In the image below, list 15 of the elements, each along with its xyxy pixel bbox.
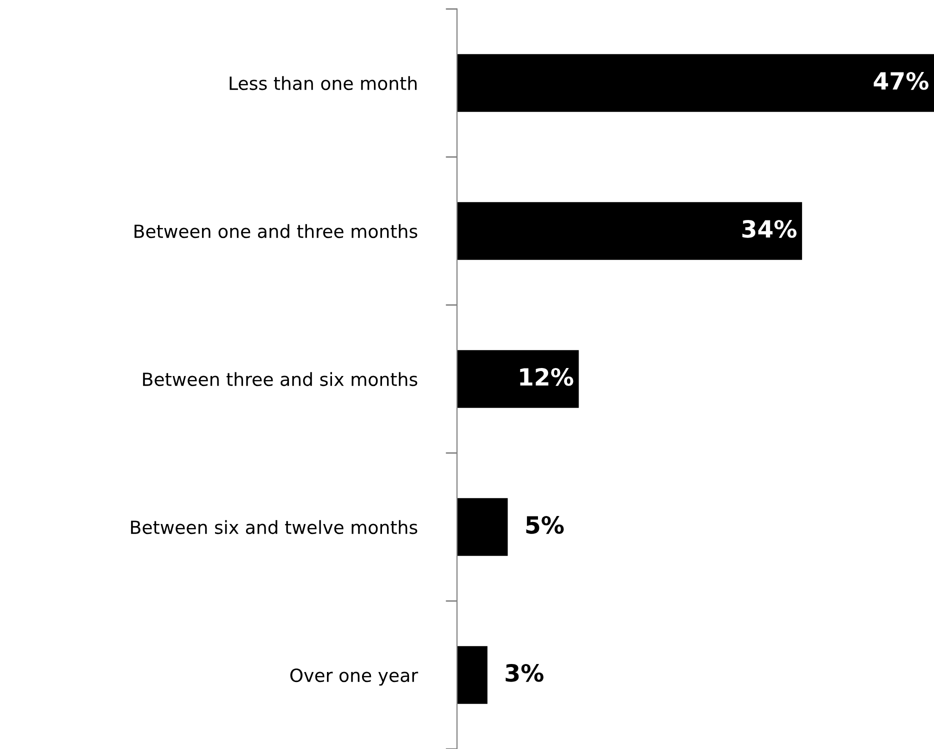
y-tick-label: Between six and twelve months — [131, 520, 418, 534]
y-tick-label: Less than one month — [230, 76, 417, 90]
bar — [457, 646, 488, 704]
data-label: 12% — [520, 368, 574, 386]
data-label: 34% — [742, 220, 797, 238]
y-tick-label: Over one year — [290, 668, 418, 686]
data-label: 3% — [506, 664, 544, 682]
bar — [457, 498, 508, 556]
bar — [457, 350, 579, 408]
bar — [457, 202, 802, 260]
data-label: 5% — [526, 516, 564, 534]
bar — [457, 54, 934, 112]
y-tick-label: Between one and three months — [134, 224, 418, 238]
data-label: 47% — [874, 72, 928, 90]
y-tick-label: Between three and six months — [143, 372, 418, 386]
